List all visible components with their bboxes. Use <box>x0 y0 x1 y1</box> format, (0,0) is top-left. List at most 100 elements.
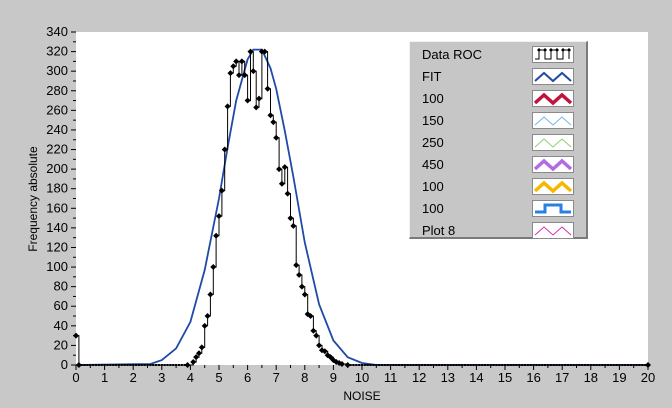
data-roc-zero-point <box>80 364 83 366</box>
data-roc-zero-point <box>515 364 518 366</box>
data-roc-zero-point <box>549 364 552 366</box>
data-roc-zero-point <box>160 364 163 366</box>
legend: Data ROC FIT 100 150 250 450 100 100 Plot 8 <box>409 41 588 239</box>
y-axis: 0 20 40 60 80 100 120 140 160 180 200 220 240 260 280 3… <box>46 24 76 372</box>
data-roc-point <box>230 63 237 70</box>
x-tick-label: 13 <box>441 370 455 385</box>
y-tick-label: 340 <box>46 24 68 39</box>
data-roc-zero-point <box>538 364 541 366</box>
data-roc-zero-point <box>155 364 158 366</box>
legend-entry: Plot 8 <box>410 220 586 242</box>
legend-label: 100 <box>422 91 444 106</box>
data-roc-zero-point <box>555 364 558 366</box>
legend-entry: 100 <box>410 176 586 198</box>
y-tick-label: 0 <box>61 357 68 372</box>
data-roc-zero-point <box>89 364 92 366</box>
data-roc-zero-point <box>592 364 595 366</box>
data-roc-zero-point <box>441 364 444 366</box>
data-roc-zero-point <box>183 364 186 366</box>
data-roc-zero-point <box>401 364 404 366</box>
x-tick-label: 5 <box>215 370 222 385</box>
y-tick-label: 180 <box>46 181 68 196</box>
data-roc-zero-point <box>535 364 538 366</box>
data-roc-zero-point <box>609 364 612 366</box>
data-roc-zero-point <box>618 364 621 366</box>
data-roc-zero-point <box>123 364 126 366</box>
data-roc-point <box>184 362 191 368</box>
legend-swatch-icon <box>532 222 574 239</box>
data-roc-zero-point <box>169 364 172 366</box>
data-roc-zero-point <box>463 364 466 366</box>
x-tick-label: 3 <box>158 370 165 385</box>
data-roc-zero-point <box>86 364 89 366</box>
data-roc-zero-point <box>624 364 627 366</box>
legend-label: 150 <box>422 113 444 128</box>
data-roc-zero-point <box>455 364 458 366</box>
data-roc-zero-point <box>372 364 375 366</box>
data-roc-zero-point <box>521 364 524 366</box>
data-roc-point <box>316 342 323 349</box>
legend-swatch-icon <box>532 46 574 63</box>
data-roc-zero-point <box>641 364 644 366</box>
data-roc-zero-point <box>140 364 143 366</box>
data-roc-zero-point <box>349 364 352 366</box>
data-roc-zero-point <box>458 364 461 366</box>
data-roc-point <box>267 112 274 119</box>
data-roc-zero-point <box>126 364 129 366</box>
data-roc-point <box>207 291 214 298</box>
y-tick-label: 260 <box>46 102 68 117</box>
y-tick-label: 120 <box>46 239 68 254</box>
data-roc-zero-point <box>163 364 166 366</box>
data-roc-zero-point <box>117 364 120 366</box>
data-roc-zero-point <box>418 364 421 366</box>
x-tick-label: 6 <box>244 370 251 385</box>
legend-entry: 100 <box>410 198 586 220</box>
data-roc-zero-point <box>546 364 549 366</box>
data-roc-zero-point <box>518 364 521 366</box>
x-tick-label: 10 <box>355 370 369 385</box>
data-roc-zero-point <box>383 364 386 366</box>
data-roc-point <box>250 68 257 75</box>
x-tick-label: 11 <box>384 370 398 385</box>
data-roc-zero-point <box>595 364 598 366</box>
data-roc-zero-point <box>552 364 555 366</box>
x-tick-label: 20 <box>641 370 655 385</box>
data-roc-zero-point <box>638 364 641 366</box>
data-roc-point <box>238 58 245 65</box>
data-roc-point <box>201 322 208 329</box>
legend-entry: FIT <box>410 66 586 88</box>
data-roc-point <box>293 262 300 269</box>
data-roc-zero-point <box>541 364 544 366</box>
data-roc-zero-point <box>358 364 361 366</box>
data-roc-zero-point <box>561 364 564 366</box>
legend-label: 450 <box>422 157 444 172</box>
data-roc-point <box>210 264 217 271</box>
x-tick-label: 2 <box>130 370 137 385</box>
data-roc-zero-point <box>581 364 584 366</box>
data-roc-point <box>73 332 79 339</box>
data-roc-zero-point <box>509 364 512 366</box>
data-roc-zero-point <box>432 364 435 366</box>
data-roc-point <box>284 190 291 197</box>
legend-entry: 100 <box>410 88 586 110</box>
data-roc-zero-point <box>106 364 109 366</box>
data-roc-zero-point <box>566 364 569 366</box>
data-roc-point <box>198 344 205 351</box>
legend-swatch-icon <box>532 200 574 217</box>
series-layer <box>73 48 651 368</box>
y-axis-title: Frequency absolute <box>26 146 40 252</box>
data-roc-zero-point <box>532 364 535 366</box>
legend-label: 250 <box>422 135 444 150</box>
data-roc-point <box>321 348 328 355</box>
data-roc-point <box>221 146 228 153</box>
data-roc-zero-point <box>132 364 135 366</box>
data-roc-zero-point <box>438 364 441 366</box>
data-roc-zero-point <box>475 364 478 366</box>
data-roc-zero-point <box>512 364 515 366</box>
data-roc-zero-point <box>152 364 155 366</box>
data-roc-zero-point <box>481 364 484 366</box>
data-roc-zero-point <box>395 364 398 366</box>
data-roc-zero-point <box>366 364 369 366</box>
y-tick-label: 160 <box>46 200 68 215</box>
data-roc-zero-point <box>149 364 152 366</box>
